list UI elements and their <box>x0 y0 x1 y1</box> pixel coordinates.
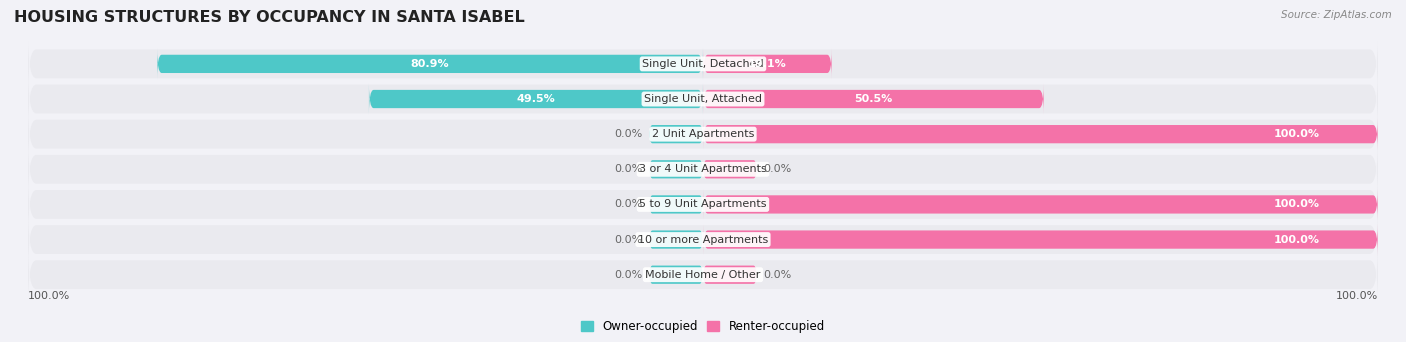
Text: 5 to 9 Unit Apartments: 5 to 9 Unit Apartments <box>640 199 766 209</box>
Text: 2 Unit Apartments: 2 Unit Apartments <box>652 129 754 139</box>
Text: 19.1%: 19.1% <box>748 59 787 69</box>
FancyBboxPatch shape <box>703 49 832 79</box>
Text: 0.0%: 0.0% <box>763 164 792 174</box>
FancyBboxPatch shape <box>28 36 1378 92</box>
FancyBboxPatch shape <box>28 247 1378 302</box>
Text: HOUSING STRUCTURES BY OCCUPANCY IN SANTA ISABEL: HOUSING STRUCTURES BY OCCUPANCY IN SANTA… <box>14 10 524 25</box>
Text: 50.5%: 50.5% <box>855 94 893 104</box>
Text: Mobile Home / Other: Mobile Home / Other <box>645 270 761 280</box>
Text: Single Unit, Detached: Single Unit, Detached <box>643 59 763 69</box>
Text: Source: ZipAtlas.com: Source: ZipAtlas.com <box>1281 10 1392 20</box>
Text: 0.0%: 0.0% <box>614 164 643 174</box>
Text: 100.0%: 100.0% <box>1336 291 1378 302</box>
FancyBboxPatch shape <box>28 212 1378 267</box>
Text: Single Unit, Attached: Single Unit, Attached <box>644 94 762 104</box>
Legend: Owner-occupied, Renter-occupied: Owner-occupied, Renter-occupied <box>576 315 830 338</box>
FancyBboxPatch shape <box>650 266 703 284</box>
FancyBboxPatch shape <box>28 142 1378 197</box>
FancyBboxPatch shape <box>703 119 1378 149</box>
FancyBboxPatch shape <box>28 177 1378 232</box>
FancyBboxPatch shape <box>28 106 1378 162</box>
Text: 0.0%: 0.0% <box>614 129 643 139</box>
Text: 100.0%: 100.0% <box>28 291 70 302</box>
FancyBboxPatch shape <box>157 49 703 79</box>
Text: 100.0%: 100.0% <box>1274 235 1320 245</box>
Text: 0.0%: 0.0% <box>614 199 643 209</box>
FancyBboxPatch shape <box>703 224 1378 255</box>
FancyBboxPatch shape <box>703 160 756 179</box>
Text: 100.0%: 100.0% <box>1274 129 1320 139</box>
FancyBboxPatch shape <box>703 189 1378 220</box>
FancyBboxPatch shape <box>650 195 703 213</box>
Text: 0.0%: 0.0% <box>614 270 643 280</box>
Text: 3 or 4 Unit Apartments: 3 or 4 Unit Apartments <box>640 164 766 174</box>
FancyBboxPatch shape <box>650 125 703 143</box>
FancyBboxPatch shape <box>703 83 1043 115</box>
Text: 10 or more Apartments: 10 or more Apartments <box>638 235 768 245</box>
FancyBboxPatch shape <box>650 160 703 179</box>
FancyBboxPatch shape <box>650 231 703 249</box>
Text: 0.0%: 0.0% <box>763 270 792 280</box>
FancyBboxPatch shape <box>368 83 703 115</box>
Text: 80.9%: 80.9% <box>411 59 450 69</box>
FancyBboxPatch shape <box>703 266 756 284</box>
FancyBboxPatch shape <box>28 71 1378 127</box>
Text: 100.0%: 100.0% <box>1274 199 1320 209</box>
Text: 49.5%: 49.5% <box>516 94 555 104</box>
Text: 0.0%: 0.0% <box>614 235 643 245</box>
